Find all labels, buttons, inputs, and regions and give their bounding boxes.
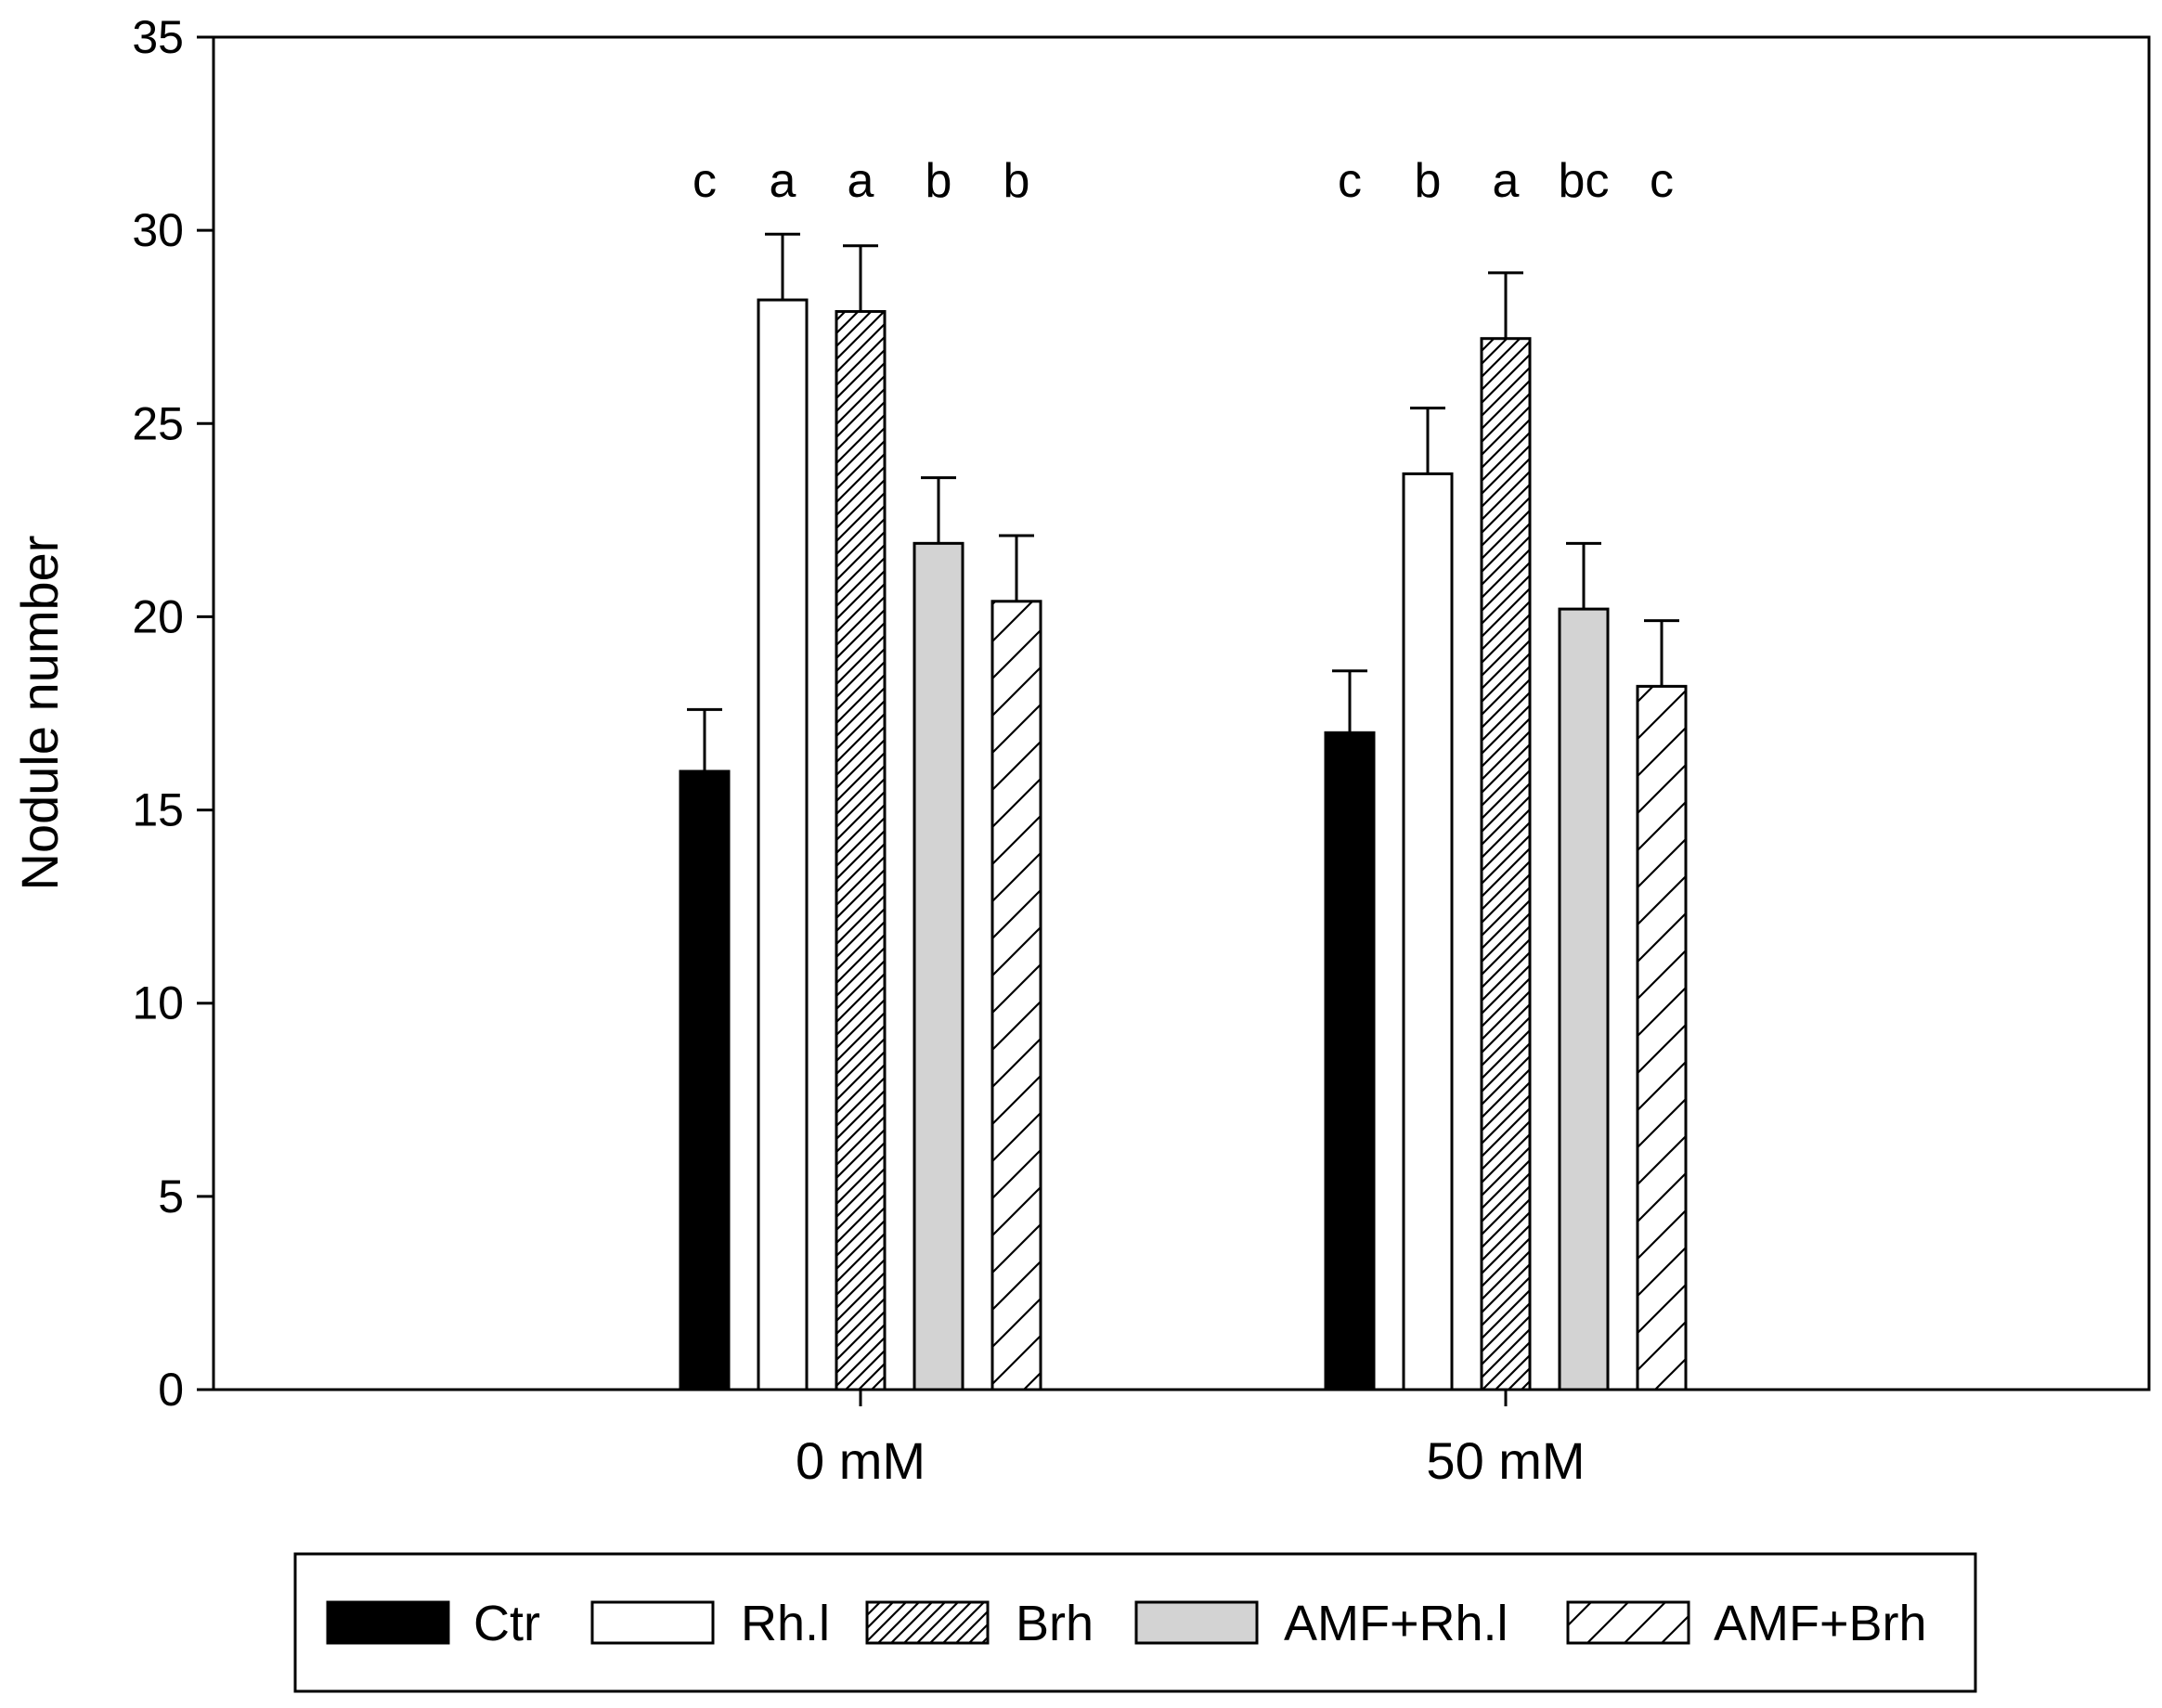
plot-frame bbox=[212, 35, 2151, 1391]
bar-rh-l-2 bbox=[1402, 472, 1454, 1391]
significance-letter: a bbox=[848, 154, 874, 208]
bar-layer bbox=[679, 298, 1688, 1391]
y-tick-label: 20 bbox=[132, 590, 184, 642]
bar-brh-1 bbox=[835, 310, 887, 1391]
significance-letter: c bbox=[693, 154, 717, 208]
y-tick-label: 25 bbox=[132, 397, 184, 449]
bar-amf-rh-l-1 bbox=[913, 541, 964, 1391]
legend-label: AMF+Brh bbox=[1714, 1596, 1927, 1651]
legend-swatch bbox=[1134, 1600, 1259, 1645]
significance-letter: bc bbox=[1559, 154, 1610, 208]
y-tick-label: 5 bbox=[158, 1171, 184, 1223]
legend-swatch bbox=[865, 1600, 990, 1645]
y-tick-label: 15 bbox=[132, 784, 184, 836]
x-axis: 0 mM 50 mM bbox=[796, 1390, 1586, 1490]
x-category-label: 50 mM bbox=[1426, 1431, 1585, 1490]
bar-rh-l-1 bbox=[757, 298, 809, 1391]
significance-letter: a bbox=[1493, 154, 1520, 208]
significance-letter: a bbox=[770, 154, 796, 208]
x-category-label: 0 mM bbox=[796, 1431, 926, 1490]
bar-brh-2 bbox=[1480, 337, 1532, 1391]
legend-swatch bbox=[590, 1600, 715, 1645]
bar-ctr-2 bbox=[1324, 731, 1376, 1391]
significance-letter: b bbox=[926, 154, 952, 208]
legend-label: AMF+Rh.l bbox=[1284, 1596, 1508, 1651]
y-tick-label: 10 bbox=[132, 977, 184, 1029]
y-tick-label: 0 bbox=[158, 1364, 184, 1416]
significance-labels: c a a b b c b a bc c bbox=[693, 154, 1674, 208]
legend-label: Ctr bbox=[473, 1596, 540, 1651]
y-axis-title: Nodule number bbox=[10, 536, 69, 891]
legend-swatch bbox=[1566, 1600, 1690, 1645]
legend-label: Rh.l bbox=[741, 1596, 830, 1651]
bar-ctr-1 bbox=[679, 770, 731, 1391]
bar-amf-brh-2 bbox=[1636, 684, 1688, 1391]
legend-swatch bbox=[326, 1600, 450, 1645]
y-tick-label: 35 bbox=[132, 11, 184, 63]
legend: Ctr Rh.l Brh AMF+Rh.l AMF+Brh bbox=[293, 1552, 1977, 1693]
significance-letter: b bbox=[1003, 154, 1030, 208]
significance-letter: c bbox=[1650, 154, 1674, 208]
bar-amf-brh-1 bbox=[990, 600, 1042, 1391]
y-axis: 0 5 10 15 20 25 30 35 bbox=[132, 11, 214, 1416]
significance-letter: c bbox=[1338, 154, 1362, 208]
significance-letter: b bbox=[1415, 154, 1442, 208]
bar-amf-rh-l-2 bbox=[1558, 607, 1610, 1391]
error-bar-layer bbox=[687, 232, 1679, 771]
y-tick-label: 30 bbox=[132, 204, 184, 256]
legend-label: Brh bbox=[1016, 1596, 1094, 1651]
